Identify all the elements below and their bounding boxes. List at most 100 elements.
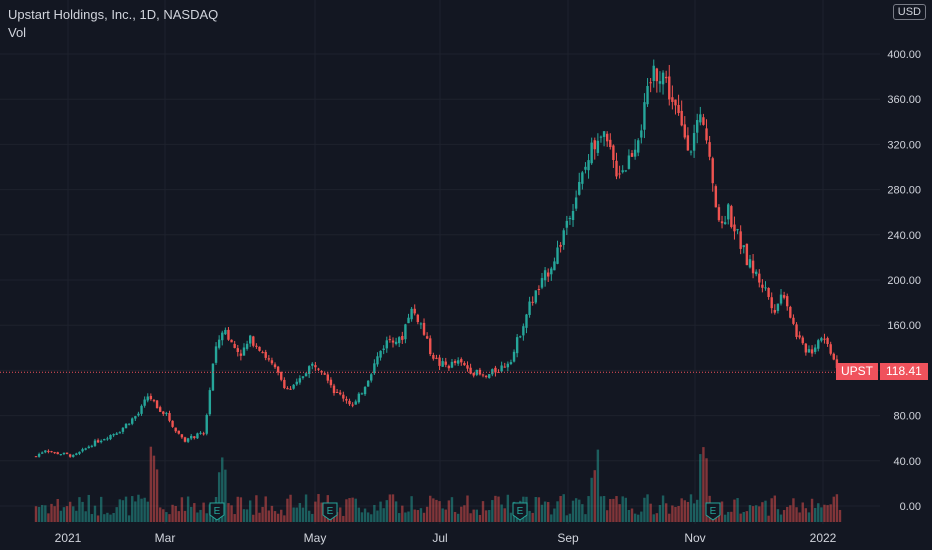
candle-body <box>267 358 271 360</box>
volume-bar <box>456 513 460 522</box>
volume-bar <box>177 511 180 522</box>
volume-bar <box>311 513 314 522</box>
candle-body <box>205 415 208 434</box>
volume-bar <box>758 506 761 522</box>
volume-bar <box>810 498 814 522</box>
candle-body <box>810 349 814 354</box>
candle-body <box>807 349 811 353</box>
volume-bar <box>792 498 795 522</box>
candle-body <box>217 339 221 348</box>
candle-body <box>171 420 174 427</box>
candle-body <box>72 454 75 457</box>
volume-bar <box>407 511 410 522</box>
candle-body <box>252 336 255 346</box>
volume-bar <box>388 494 392 522</box>
candle-body <box>829 344 832 354</box>
volume-bar <box>478 514 482 522</box>
volume-bar <box>640 511 643 522</box>
volume-bar <box>764 500 767 522</box>
volume-bar <box>472 509 475 522</box>
candle-body <box>342 394 345 399</box>
volume-bar <box>475 509 479 522</box>
candle-body <box>438 357 441 366</box>
candle-body <box>360 393 364 395</box>
candle-body <box>804 343 808 353</box>
candle-body <box>385 340 388 349</box>
volume-bar <box>301 507 305 522</box>
volume-bar <box>733 499 736 522</box>
candle-body <box>354 401 357 405</box>
volume-bar <box>140 498 143 522</box>
volume-bar <box>267 510 271 522</box>
candle-body <box>208 390 212 415</box>
volume-bar <box>630 508 634 522</box>
candle-body <box>311 363 314 366</box>
y-tick-label: 280.00 <box>887 185 921 197</box>
last-price-symbol: UPST <box>836 363 879 380</box>
y-tick-label: 320.00 <box>887 139 921 151</box>
volume-bar <box>248 500 252 522</box>
volume-bar <box>205 513 208 522</box>
candle-body <box>419 323 423 325</box>
candle-body <box>435 357 438 359</box>
candle-body <box>447 365 451 369</box>
earnings-marker-label: E <box>214 506 221 517</box>
volume-bar <box>798 512 801 522</box>
candle-body <box>221 332 224 341</box>
volume-bar <box>335 512 339 522</box>
candle-body <box>413 308 416 314</box>
candle-body <box>47 450 50 452</box>
candle-body <box>295 381 298 385</box>
candle-body <box>401 335 404 340</box>
volume-bar <box>602 495 606 522</box>
volume-bar <box>547 502 550 522</box>
candle-body <box>165 412 168 414</box>
volume-bar <box>736 498 739 522</box>
volume-bar <box>103 514 106 522</box>
candle-body <box>106 438 109 440</box>
volume-bar <box>466 495 469 522</box>
candle-body <box>509 362 513 364</box>
candle-body <box>376 356 379 365</box>
candle-body <box>776 303 780 311</box>
volume-bar <box>553 508 556 522</box>
currency-badge[interactable]: USD <box>892 4 926 20</box>
candle-body <box>714 186 718 208</box>
candle-body <box>323 373 326 375</box>
candle-body <box>562 230 565 245</box>
volume-bar <box>720 501 724 522</box>
volume-bar <box>674 506 677 522</box>
volume-bar <box>664 503 668 522</box>
volume-bar <box>199 509 202 522</box>
candle-body <box>245 343 249 349</box>
candle-body <box>640 130 643 138</box>
volume-bar <box>491 500 494 522</box>
volume-bar <box>447 500 451 522</box>
candle-body <box>370 374 373 381</box>
candle-body <box>202 433 205 435</box>
volume-bar <box>807 512 811 522</box>
price-axis: 0.0040.0080.00120.00160.00200.00240.0028… <box>887 49 921 513</box>
volume-bars <box>34 446 842 522</box>
x-tick-label: Mar <box>155 531 176 545</box>
volume-bar <box>723 514 727 522</box>
volume-bar <box>137 494 140 522</box>
candle-body <box>500 365 503 372</box>
candle-body <box>444 361 447 365</box>
volume-bar <box>605 510 609 522</box>
candle-body <box>407 317 410 324</box>
volume-bar <box>292 507 295 522</box>
candle-body <box>813 347 817 352</box>
y-tick-label: 40.00 <box>893 456 921 468</box>
candle-body <box>168 413 171 421</box>
volume-bar <box>65 506 69 522</box>
volume-bar <box>202 502 205 522</box>
y-tick-label: 0.00 <box>900 501 921 513</box>
volume-bar <box>37 506 41 522</box>
volume-bar <box>590 477 593 522</box>
candle-body <box>733 224 736 232</box>
candle-body <box>664 76 668 79</box>
volume-bar <box>190 506 193 522</box>
volume-bar <box>779 514 783 522</box>
